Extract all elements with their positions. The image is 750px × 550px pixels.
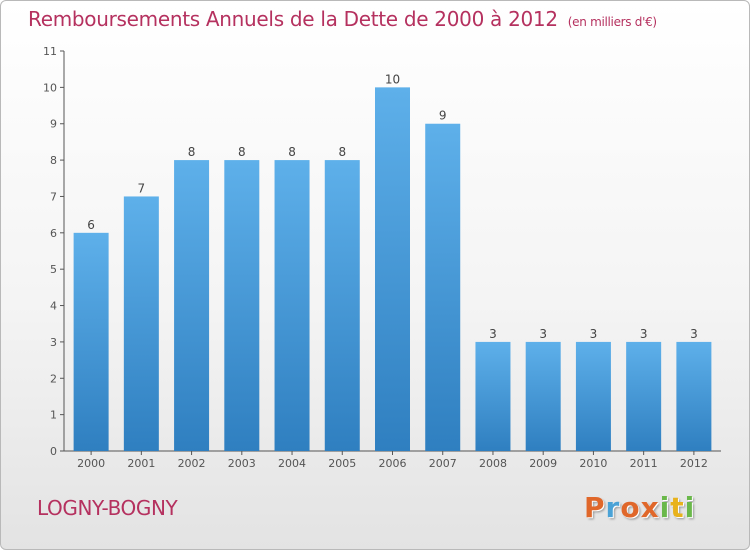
bar-2004	[274, 160, 310, 451]
y-tick-label: 6	[50, 227, 57, 240]
y-tick-label: 7	[50, 190, 57, 203]
data-label: 3	[690, 327, 698, 341]
x-tick-label: 2004	[278, 457, 306, 470]
logo-letter: o	[620, 491, 641, 524]
bar-2006	[375, 87, 410, 451]
x-tick-label: 2009	[529, 457, 557, 470]
data-label: 3	[489, 327, 497, 341]
logo-letter: i	[659, 491, 671, 524]
x-tick-label: 2003	[228, 457, 256, 470]
bar-2001	[123, 196, 159, 451]
bar-2009	[525, 341, 561, 451]
data-label: 8	[238, 145, 246, 159]
logo-letter: i	[684, 491, 696, 524]
chart-title: Remboursements Annuels de la Dette de 20…	[28, 7, 657, 31]
x-tick-label: 2001	[127, 457, 155, 470]
logo-letter: t	[670, 491, 685, 524]
data-label: 3	[640, 327, 648, 341]
x-tick-label: 2008	[479, 457, 507, 470]
data-label: 8	[338, 145, 346, 159]
data-label: 3	[590, 327, 598, 341]
x-tick-label: 2002	[178, 457, 206, 470]
data-label: 10	[385, 72, 400, 86]
y-tick-label: 3	[50, 336, 57, 349]
data-label: 6	[87, 218, 95, 232]
y-tick-label: 0	[50, 445, 57, 458]
logo-letter: P	[584, 491, 606, 524]
logo-letter: r	[605, 491, 621, 524]
bar-2000	[73, 232, 109, 451]
y-tick-label: 10	[43, 81, 57, 94]
chart-title-text: Remboursements Annuels de la Dette de 20…	[28, 7, 558, 31]
y-tick-label: 2	[50, 372, 57, 385]
x-tick-label: 2010	[579, 457, 607, 470]
x-tick-label: 2000	[77, 457, 105, 470]
bar-2008	[475, 341, 511, 451]
x-tick-label: 2007	[429, 457, 457, 470]
x-tick-label: 2011	[630, 457, 658, 470]
x-tick-label: 2006	[379, 457, 407, 470]
bar-2007	[425, 123, 461, 452]
y-tick-label: 8	[50, 154, 57, 167]
data-label: 3	[539, 327, 547, 341]
y-tick-label: 1	[50, 409, 57, 422]
chart-unit-note: (en milliers d'€)	[567, 15, 657, 29]
x-tick-label: 2005	[328, 457, 356, 470]
bar-2003	[224, 160, 260, 451]
bar-2010	[575, 341, 611, 451]
data-label: 7	[138, 181, 146, 195]
bar-2011	[626, 341, 662, 451]
bar-2005	[324, 160, 360, 451]
proxiti-logo[interactable]: Proxiti	[584, 491, 695, 524]
x-tick-label: 2012	[680, 457, 708, 470]
y-tick-label: 11	[43, 45, 57, 58]
city-name: LOGNY-BOGNY	[37, 496, 178, 520]
bar-2002	[174, 160, 210, 451]
data-label: 8	[288, 145, 296, 159]
data-label: 8	[188, 145, 196, 159]
y-tick-label: 4	[50, 300, 57, 313]
logo-letter: x	[640, 491, 660, 524]
y-tick-label: 9	[50, 118, 57, 131]
data-label: 9	[439, 109, 447, 123]
y-tick-label: 5	[50, 263, 57, 276]
bar-2012	[676, 341, 712, 451]
